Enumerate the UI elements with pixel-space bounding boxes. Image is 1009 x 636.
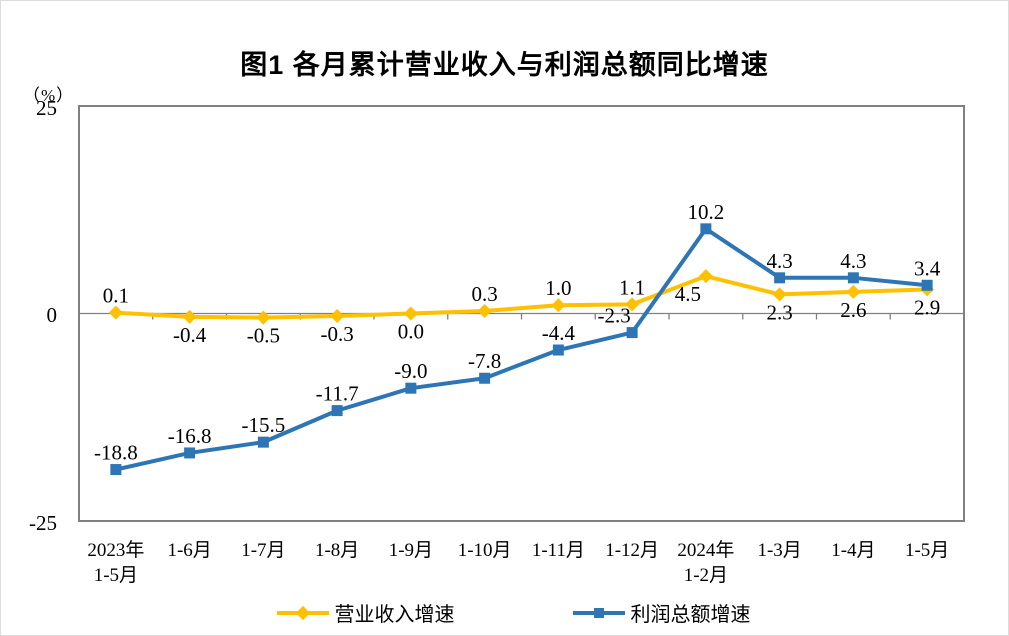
data-label: -0.4 <box>173 323 207 347</box>
x-axis-label: 1-5月 <box>904 540 950 561</box>
legend-label-profit: 利润总额增速 <box>630 604 751 626</box>
diamond-marker-icon <box>625 297 640 312</box>
square-marker-icon <box>847 272 859 284</box>
revenue-line-marker-icon <box>276 605 329 621</box>
data-label: 1.0 <box>545 276 571 300</box>
data-label: 4.3 <box>767 249 793 273</box>
data-label: 2.3 <box>767 300 793 324</box>
square-marker-icon <box>774 272 786 284</box>
x-axis-label: 1-11月 <box>531 540 585 561</box>
x-axis-label: 1-10月 <box>457 540 512 561</box>
x-axis-label: 2024年 1-2月 <box>677 540 735 586</box>
data-label: -9.0 <box>394 359 427 383</box>
data-label: -0.3 <box>321 322 354 346</box>
profit-line-marker-icon <box>572 605 625 620</box>
data-label: 2.6 <box>840 298 866 322</box>
data-label: -18.8 <box>94 441 138 465</box>
data-label: -2.3 <box>598 304 631 328</box>
square-marker-icon <box>552 344 564 356</box>
y-axis-tick-0: 0 <box>46 303 58 327</box>
data-label: 4.5 <box>675 282 701 306</box>
diamond-marker-icon <box>403 306 418 321</box>
square-marker-icon <box>184 447 196 459</box>
diamond-marker-icon <box>256 310 271 325</box>
legend-item-revenue: 营业收入增速 <box>276 598 455 627</box>
x-axis-label: 1-7月 <box>241 540 286 561</box>
x-axis-label: 1-4月 <box>831 540 876 561</box>
square-marker-icon <box>479 372 491 384</box>
square-marker-icon <box>110 464 122 476</box>
x-axis-label: 1-9月 <box>388 540 434 561</box>
square-marker-icon <box>405 382 417 394</box>
data-label: -15.5 <box>242 413 286 437</box>
chart-title: 图1 各月累计营业收入与利润总额同比增速 <box>240 50 769 80</box>
y-axis-tick-25: 25 <box>36 96 57 120</box>
diamond-marker-icon <box>108 305 123 320</box>
series-line-1 <box>113 226 930 472</box>
legend-item-profit: 利润总额增速 <box>572 598 751 627</box>
series-line-0 <box>113 274 930 320</box>
diamond-marker-icon <box>330 308 345 323</box>
data-label: 3.4 <box>914 256 941 280</box>
data-label: 0.1 <box>103 284 129 308</box>
x-axis-label: 1-8月 <box>314 540 360 561</box>
diamond-marker-icon <box>846 284 861 299</box>
square-marker-icon <box>700 223 712 235</box>
data-label: -4.4 <box>542 321 576 345</box>
x-axis-label: 1-3月 <box>757 540 802 561</box>
y-axis-tick-m25: -25 <box>29 511 57 535</box>
square-marker-icon <box>626 327 638 339</box>
data-label: 0.3 <box>472 282 498 306</box>
data-label: -16.8 <box>168 424 212 448</box>
square-marker-icon <box>921 279 933 291</box>
x-axis-label: 1-6月 <box>167 540 212 561</box>
diamond-marker-icon <box>182 309 197 324</box>
data-label: -11.7 <box>316 382 359 406</box>
y-axis-unit-label: （%） <box>23 86 75 105</box>
square-marker-icon <box>331 405 343 417</box>
data-label: 0.0 <box>398 320 424 344</box>
square-marker-icon <box>257 436 269 448</box>
chart-legend: 营业收入增速 利润总额增速 <box>1 598 1008 627</box>
data-label: 1.1 <box>619 275 645 299</box>
x-axis-label: 2023年 1-5月 <box>87 540 145 586</box>
x-axis-label: 1-12月 <box>605 540 660 561</box>
data-label: -0.5 <box>247 324 280 348</box>
diamond-marker-icon <box>698 269 713 284</box>
data-label: 2.9 <box>914 295 940 319</box>
legend-label-revenue: 营业收入增速 <box>334 604 455 626</box>
data-label: 10.2 <box>688 200 725 224</box>
diamond-marker-icon <box>477 304 492 319</box>
diamond-marker-icon <box>551 298 566 313</box>
data-label: -7.8 <box>468 349 501 373</box>
diamond-marker-icon <box>772 287 787 302</box>
data-label: 4.3 <box>840 249 866 273</box>
